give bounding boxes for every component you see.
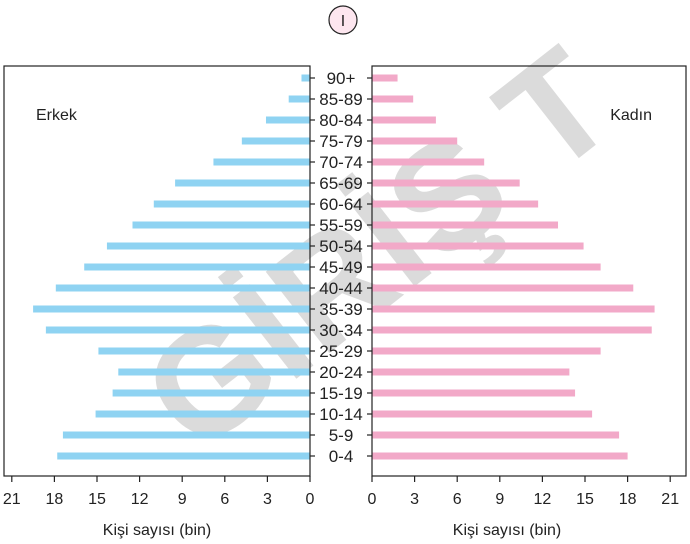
male-bar-30-34 [45, 326, 310, 334]
female-bar-0-4 [372, 452, 628, 460]
age-group-label: 45-49 [319, 258, 362, 277]
age-group-label: 50-54 [319, 237, 362, 256]
age-group-label: 60-64 [319, 195, 362, 214]
right-x-tick-label: 12 [534, 491, 552, 508]
female-bar-45-49 [372, 263, 601, 271]
male-bar-75-79 [241, 137, 310, 145]
age-group-label: 25-29 [319, 342, 362, 361]
right-x-tick-label: 3 [410, 491, 419, 508]
left-x-tick-label: 21 [3, 491, 21, 508]
age-group-label: 15-19 [319, 384, 362, 403]
female-bar-90+ [372, 74, 398, 82]
female-bar-10-14 [372, 410, 593, 418]
right-x-tick-label: 18 [619, 491, 637, 508]
panel-label-circle [328, 5, 358, 35]
male-bar-85-89 [288, 95, 310, 103]
male-bar-55-59 [132, 221, 310, 229]
age-group-label: 75-79 [319, 132, 362, 151]
age-group-label: 90+ [327, 69, 356, 88]
female-bar-35-39 [372, 305, 655, 313]
right-x-tick-label: 6 [453, 491, 462, 508]
right-x-tick-label: 21 [661, 491, 679, 508]
female-bar-80-84 [372, 116, 436, 124]
right-axis-label: Kişi sayısı (bin) [453, 522, 561, 539]
age-group-label: 30-34 [319, 321, 362, 340]
age-group-label: 70-74 [319, 153, 362, 172]
left-plot-frame [3, 65, 311, 477]
male-bar-80-84 [265, 116, 310, 124]
male-bar-50-54 [106, 242, 310, 250]
age-group-label: 65-69 [319, 174, 362, 193]
left-x-tick-label: 12 [131, 491, 149, 508]
age-group-label: 20-24 [319, 363, 362, 382]
panel-label: I [341, 13, 345, 30]
male-bar-15-19 [112, 389, 311, 397]
male-bar-20-24 [118, 368, 310, 376]
age-group-label: 0-4 [329, 447, 354, 466]
female-bar-85-89 [372, 95, 414, 103]
right-x-tick-label: 0 [368, 491, 377, 508]
left-axis-label: Kişi sayısı (bin) [103, 522, 211, 539]
female-bar-75-79 [372, 137, 458, 145]
right-x-tick-label: 9 [495, 491, 504, 508]
female-bar-15-19 [372, 389, 576, 397]
male-bar-35-39 [33, 305, 310, 313]
male-bar-25-29 [98, 347, 310, 355]
male-bar-90+ [301, 74, 310, 82]
age-group-label: 55-59 [319, 216, 362, 235]
male-bar-0-4 [57, 452, 310, 460]
age-group-label: 10-14 [319, 405, 362, 424]
legend-erkek: Erkek [36, 107, 78, 124]
left-x-tick-label: 6 [220, 491, 229, 508]
male-bar-40-44 [55, 284, 310, 292]
age-group-label: 5-9 [329, 426, 354, 445]
female-bar-50-54 [372, 242, 584, 250]
female-bar-40-44 [372, 284, 634, 292]
female-bar-55-59 [372, 221, 559, 229]
male-bar-65-69 [175, 179, 310, 187]
female-bar-25-29 [372, 347, 601, 355]
female-bar-5-9 [372, 431, 620, 439]
female-bar-20-24 [372, 368, 570, 376]
male-bar-45-49 [84, 263, 310, 271]
age-group-label: 80-84 [319, 111, 362, 130]
female-bar-30-34 [372, 326, 652, 334]
male-bar-70-74 [213, 158, 310, 166]
male-bar-10-14 [95, 410, 310, 418]
male-bar-5-9 [62, 431, 310, 439]
left-x-tick-label: 0 [306, 491, 315, 508]
left-x-tick-label: 18 [46, 491, 64, 508]
female-bar-65-69 [372, 179, 520, 187]
left-x-tick-label: 3 [263, 491, 272, 508]
female-bar-70-74 [372, 158, 485, 166]
left-x-tick-label: 15 [88, 491, 106, 508]
female-bar-60-64 [372, 200, 539, 208]
legend-kadin: Kadın [610, 107, 652, 124]
age-group-label: 85-89 [319, 90, 362, 109]
male-bar-60-64 [153, 200, 310, 208]
right-plot-frame [371, 65, 687, 477]
left-x-tick-label: 9 [178, 491, 187, 508]
age-group-label: 40-44 [319, 279, 362, 298]
right-x-tick-label: 15 [576, 491, 594, 508]
age-group-label: 35-39 [319, 300, 362, 319]
